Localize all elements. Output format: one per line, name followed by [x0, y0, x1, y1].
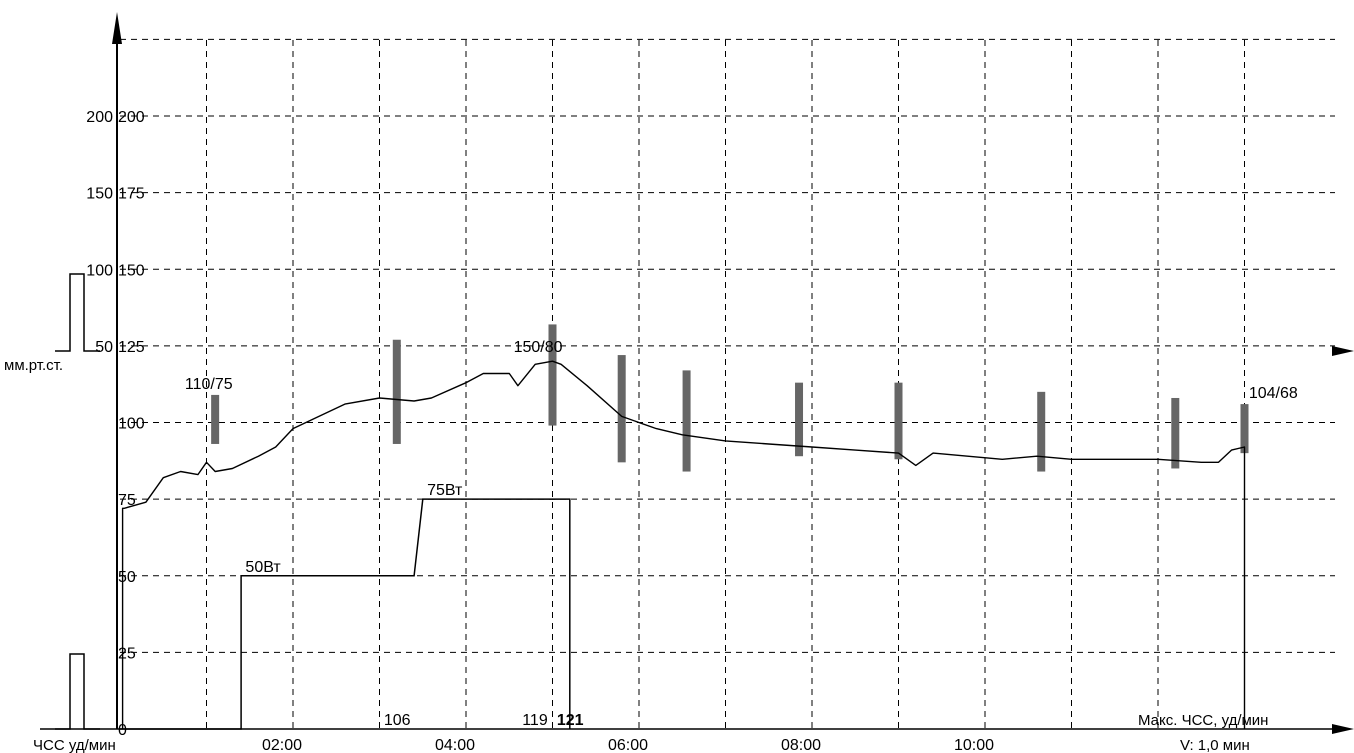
hr-tick-label: 150 [118, 262, 145, 279]
pressure-calibration-pulse [55, 273, 100, 352]
max-hr-label: 121 [557, 712, 584, 729]
load-step-line [120, 498, 571, 730]
bp-bar [1037, 391, 1046, 472]
bp-bar [795, 382, 804, 457]
max-hr-label: 106 [384, 712, 411, 729]
max-hr-axis-label: Макс. ЧСС, уд/мин [1138, 712, 1268, 729]
pressure-tick-label: 100 [86, 262, 113, 279]
left-axis-label: мм.рт.ст. [4, 357, 63, 374]
x-tick-label: 04:00 [435, 737, 475, 753]
bp-bar [617, 355, 626, 463]
bp-label: 104/68 [1249, 385, 1298, 402]
x-tick-label: 02:00 [262, 737, 302, 753]
max-hr-label: 119 [522, 712, 548, 729]
chart-labels: мм.рт.ст. ЧСС уд/мин Макс. ЧСС, уд/мин V… [4, 339, 1298, 753]
pressure-tick-label: 50 [95, 339, 113, 356]
grid [120, 38, 1335, 729]
heart-rate-series [121, 360, 1246, 729]
bp-bar [682, 370, 691, 472]
hr-tick-label: 100 [118, 416, 145, 433]
x-tick-label: 06:00 [608, 737, 648, 753]
bp-bar [548, 324, 557, 426]
bp-bar [392, 339, 401, 444]
hr-tick-label: 75 [118, 492, 136, 509]
hr-calibration-pulse [55, 653, 100, 730]
pressure-tick-label: 200 [86, 109, 113, 126]
load-label: 75Вт [427, 482, 463, 499]
pressure-tick-label: 150 [86, 186, 113, 203]
hr-tick-label: 200 [118, 109, 145, 126]
hr-tick-label: 175 [118, 186, 145, 203]
hr-tick-label: 50 [118, 569, 136, 586]
heart-rate-line [121, 360, 1246, 729]
hr-tick-label: 125 [118, 339, 145, 356]
bp-bar [894, 382, 903, 460]
y-axis-arrow-icon [112, 12, 122, 44]
speed-label: V: 1,0 мин [1180, 737, 1250, 753]
axes: 02:00 04:00 06:00 08:00 10:00 200 175 150 125 100… [40, 12, 1354, 753]
bp-bar [1240, 404, 1249, 454]
hr-tick-label: 0 [118, 722, 127, 739]
bp-label: 150/80 [514, 339, 563, 356]
mid-axis-arrow-icon [1332, 346, 1354, 356]
bp-label: 110/75 [185, 376, 233, 393]
bp-bar [1171, 397, 1180, 469]
x-tick-label: 08:00 [781, 737, 821, 753]
load-series: 50Вт 75Вт [120, 482, 571, 730]
bottom-left-label: ЧСС уд/мин [33, 737, 116, 753]
hr-tick-label: 25 [118, 645, 136, 662]
x-axis-arrow-icon [1332, 724, 1354, 734]
bp-bar [211, 394, 220, 444]
blood-pressure-bars [211, 324, 1249, 472]
load-label: 50Вт [245, 559, 281, 576]
x-tick-label: 10:00 [954, 737, 994, 753]
